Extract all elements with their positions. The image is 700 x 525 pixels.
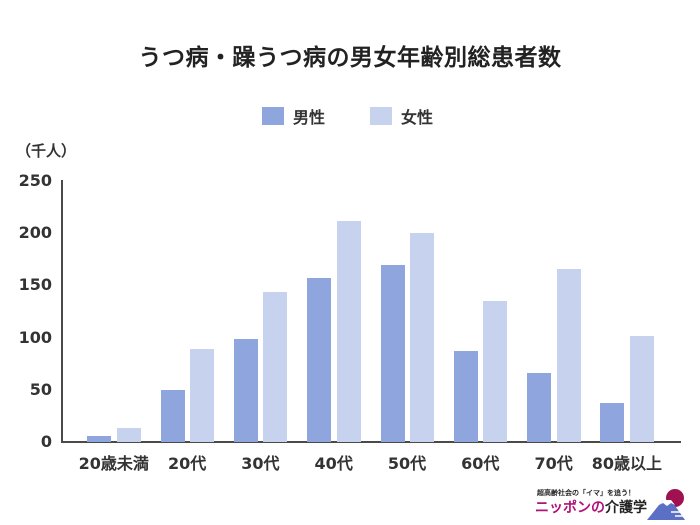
y-tick-label: 250 (18, 171, 52, 190)
y-axis-line (61, 180, 63, 443)
logo-name-colored: ニッポンの (535, 500, 605, 516)
y-tick-label: 0 (40, 432, 52, 451)
x-tick-label: 60代 (461, 454, 500, 473)
site-logo: 超高齢社会の「イマ」を追う！ ニッポンの介護学 (535, 488, 695, 522)
bar-female (483, 301, 508, 442)
bar-male (87, 435, 112, 442)
legend-label-male: 男性 (293, 108, 326, 127)
bar-male (600, 403, 625, 442)
legend-label-female: 女性 (401, 108, 434, 127)
mount-fuji-sun-icon (647, 489, 687, 520)
y-tick-label: 50 (29, 379, 52, 399)
bar-male (453, 351, 478, 442)
legend-item-female: 女性 (370, 105, 433, 127)
x-tick-label: 70代 (534, 454, 573, 473)
y-axis-unit-label: （千人） (16, 142, 77, 160)
bar-male (307, 278, 332, 442)
bar-male (160, 389, 185, 442)
legend-item-male: 男性 (262, 105, 325, 127)
x-tick-label: 20歳未満 (78, 454, 149, 473)
bar-male (527, 373, 552, 442)
bar-female (336, 220, 361, 442)
bar-female (263, 291, 288, 442)
x-tick-label: 50代 (387, 454, 427, 473)
x-tick-label: 40代 (314, 454, 353, 473)
legend-swatch-male (262, 107, 284, 125)
x-axis-line (61, 441, 681, 443)
bar-male (233, 338, 258, 442)
legend-swatch-female (370, 107, 392, 125)
legend: 男性 女性 (0, 105, 700, 127)
chart-title: うつ病・躁うつ病の男女年齢別総患者数 (138, 45, 562, 71)
bar-female (556, 268, 581, 442)
x-tick-label: 30代 (241, 454, 280, 473)
logo-name: ニッポンの介護学 (535, 497, 647, 517)
logo-tagline: 超高齢社会の「イマ」を追う！ (537, 489, 635, 497)
bar-male (380, 264, 405, 442)
y-tick-label: 100 (18, 327, 52, 347)
bar-female (629, 335, 654, 442)
bar-female (190, 349, 214, 442)
y-tick-label: 150 (18, 275, 52, 295)
y-tick-label: 200 (18, 223, 52, 243)
x-tick-label: 20代 (167, 454, 207, 473)
bar-female (409, 233, 434, 442)
logo-name-dark: 介護学 (605, 500, 647, 516)
x-tick-label: 80歳以上 (591, 454, 663, 473)
bar-female (116, 428, 141, 442)
